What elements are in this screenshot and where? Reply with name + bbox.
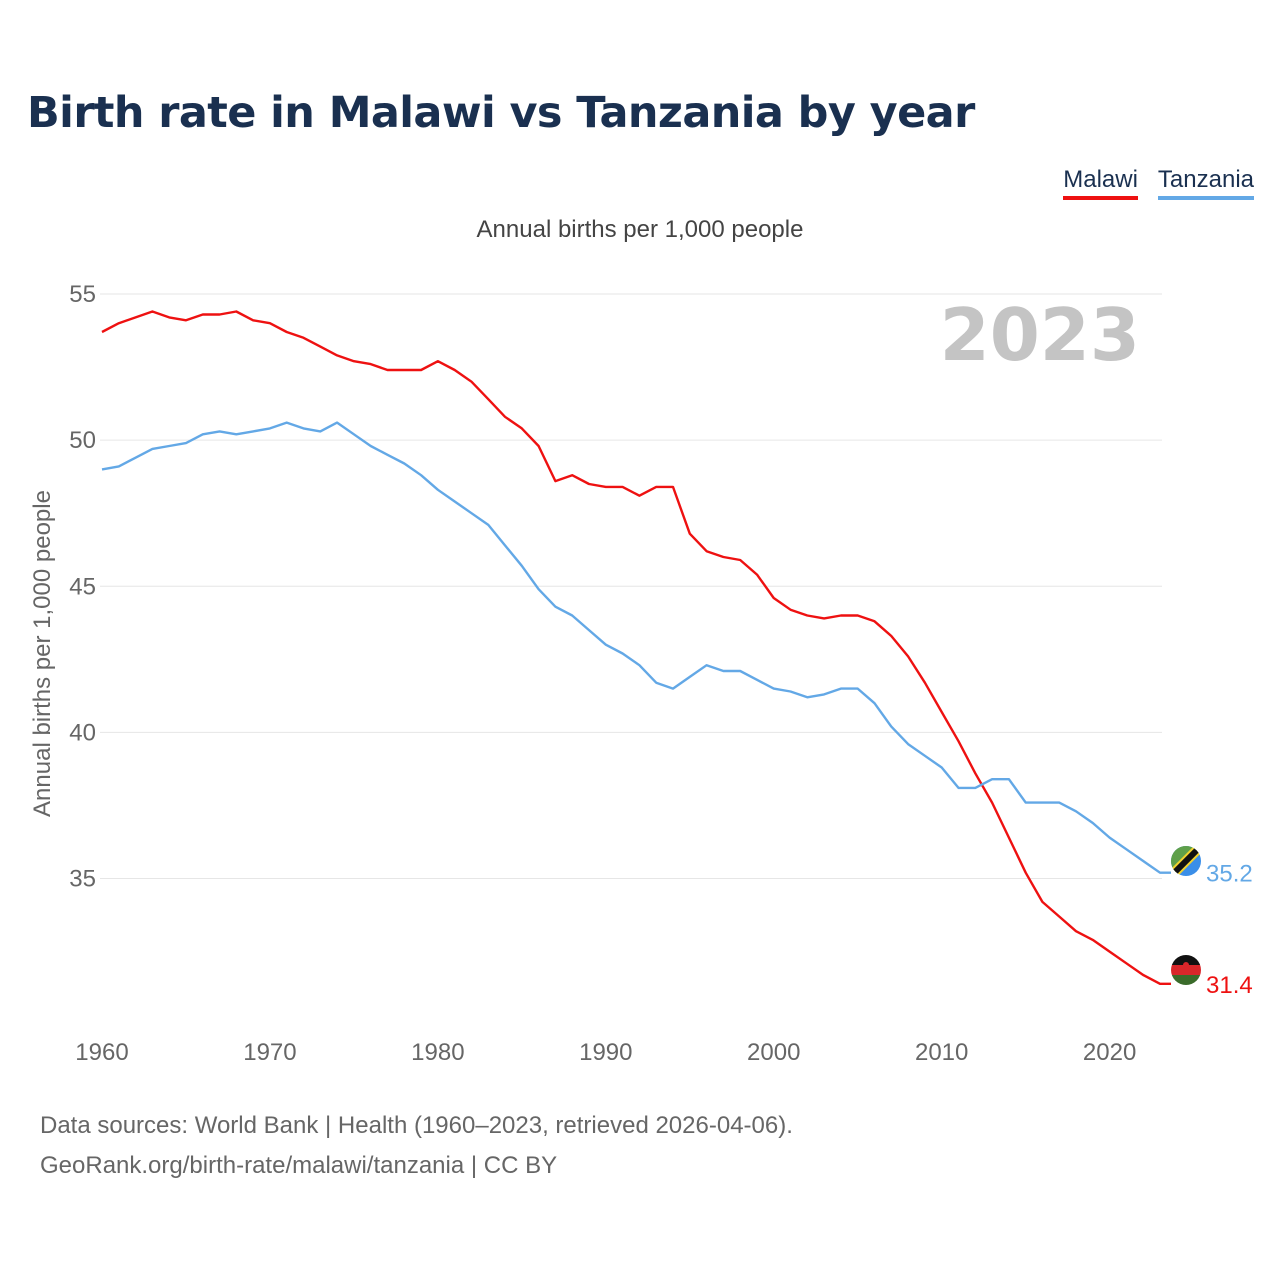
year-label: 2023 — [940, 293, 1140, 377]
series-line-tanzania — [101, 421, 1171, 874]
end-value-tanzania: 35.2 — [1206, 861, 1253, 888]
series-lines — [101, 310, 1171, 985]
chart-subtitle: Annual births per 1,000 people — [476, 216, 804, 243]
axes: 35 40 45 50 55 1960 1970 1980 1990 2000 2010 2020 An… — [29, 281, 1136, 1066]
x-tick-label: 1990 — [579, 1039, 632, 1066]
legend-item-malawi[interactable]: Malawi — [1063, 166, 1138, 200]
x-tick-label: 2010 — [915, 1039, 968, 1066]
footer-url: GeoRank.org/birth-rate/malawi/tanzania |… — [40, 1152, 558, 1179]
x-tick-label: 1960 — [75, 1039, 128, 1066]
malawi-flag-icon — [1171, 955, 1201, 985]
y-axis-label: Annual births per 1,000 people — [29, 490, 56, 817]
footer-sources: Data sources: World Bank | Health (1960–… — [40, 1112, 793, 1139]
legend-item-tanzania[interactable]: Tanzania — [1157, 166, 1254, 200]
x-tick-label: 1980 — [411, 1039, 464, 1066]
tanzania-flag-icon — [1171, 846, 1201, 876]
end-value-malawi: 31.4 — [1206, 972, 1253, 999]
end-labels: 31.4 35.2 — [1206, 861, 1253, 999]
grid-lines — [100, 293, 1162, 880]
x-tick-label: 2000 — [747, 1039, 800, 1066]
x-tick-label: 2020 — [1083, 1039, 1136, 1066]
legend: Malawi Tanzania — [1063, 166, 1254, 200]
y-tick-label: 45 — [69, 573, 96, 600]
y-tick-label: 35 — [69, 866, 96, 893]
y-tick-label: 50 — [69, 427, 96, 454]
y-tick-label: 40 — [69, 719, 96, 746]
y-tick-label: 55 — [69, 281, 96, 308]
footer: Data sources: World Bank | Health (1960–… — [40, 1106, 793, 1186]
x-tick-label: 1970 — [243, 1039, 296, 1066]
series-line-malawi — [101, 310, 1171, 985]
chart-title: Birth rate in Malawi vs Tanzania by year — [27, 88, 975, 138]
